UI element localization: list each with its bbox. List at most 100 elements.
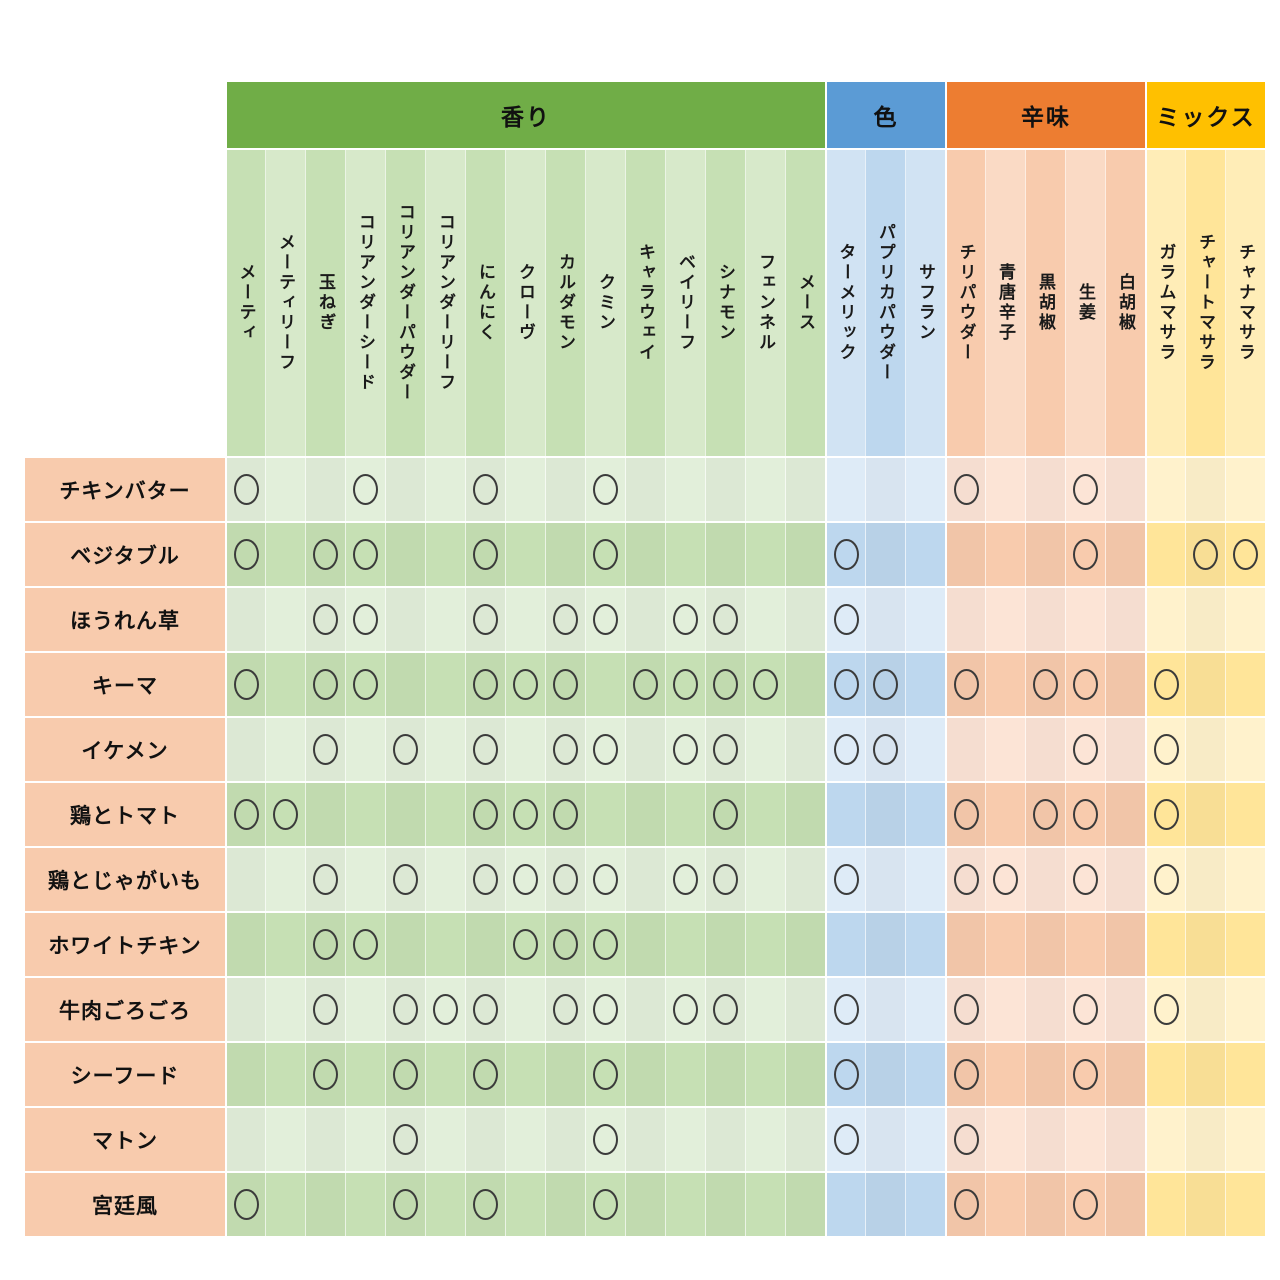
grid-cell (665, 978, 705, 1041)
grid-cell (425, 523, 465, 586)
grid-cell (465, 1173, 505, 1236)
grid-cell (1025, 978, 1065, 1041)
row-label: シーフード (25, 1043, 225, 1106)
column-header-label: クローヴ (516, 263, 535, 343)
grid-cell (585, 1043, 625, 1106)
grid-cell (385, 913, 425, 976)
circle-mark (313, 734, 338, 765)
grid-cell (545, 653, 585, 716)
row-label: マトン (25, 1108, 225, 1171)
grid-cell (585, 653, 625, 716)
grid-cell (265, 458, 305, 521)
grid-cell (465, 523, 505, 586)
grid-cell (1185, 978, 1225, 1041)
grid-cell (585, 588, 625, 651)
column-header-label: チャートマサラ (1196, 233, 1215, 373)
grid-cell (1065, 783, 1105, 846)
grid-cell (425, 913, 465, 976)
grid-cell (945, 458, 985, 521)
circle-mark (1073, 994, 1098, 1025)
grid-cell (265, 653, 305, 716)
circle-mark (993, 864, 1018, 895)
column-header: チャートマサラ (1185, 150, 1225, 456)
grid-cell (985, 913, 1025, 976)
grid-cell (625, 653, 665, 716)
circle-mark (593, 539, 618, 570)
circle-mark (673, 604, 698, 635)
circle-mark (593, 1059, 618, 1090)
grid-cell (305, 978, 345, 1041)
circle-mark (353, 669, 378, 700)
grid-cell (1025, 588, 1065, 651)
grid-cell (1065, 653, 1105, 716)
circle-mark (593, 734, 618, 765)
column-header-label: メーティ (236, 263, 256, 343)
circle-mark (233, 474, 259, 505)
circle-mark (553, 604, 578, 635)
grid-cell (1225, 458, 1265, 521)
column-header: キャラウェイ (625, 150, 665, 456)
circle-mark (953, 864, 979, 895)
circle-mark (513, 669, 538, 700)
grid-cell (225, 978, 265, 1041)
grid-cell (825, 978, 865, 1041)
grid-cell (345, 1043, 385, 1106)
grid-cell (265, 523, 305, 586)
group-header-heat: 辛味 (945, 82, 1145, 148)
grid-cell (1185, 913, 1225, 976)
grid-cell (945, 523, 985, 586)
grid-cell (905, 653, 945, 716)
row-label: キーマ (25, 653, 225, 716)
grid-cell (1065, 523, 1105, 586)
grid-cell (865, 718, 905, 781)
grid-cell (1225, 588, 1265, 651)
grid-cell (945, 1043, 985, 1106)
circle-mark (833, 1059, 859, 1090)
grid-cell (625, 783, 665, 846)
grid-cell (585, 783, 625, 846)
column-header-label: シナモン (716, 263, 735, 343)
column-header: 黒胡椒 (1025, 150, 1065, 456)
grid-cell (465, 978, 505, 1041)
circle-mark (873, 669, 898, 700)
circle-mark (1073, 799, 1098, 830)
grid-cell (785, 588, 825, 651)
circle-mark (953, 1124, 979, 1155)
circle-mark (473, 669, 498, 700)
grid-cell (785, 783, 825, 846)
grid-cell (625, 588, 665, 651)
grid-cell (425, 783, 465, 846)
circle-mark (233, 539, 259, 570)
column-header-label: キャラウェイ (636, 243, 655, 363)
circle-mark (953, 669, 979, 700)
row-label: イケメン (25, 718, 225, 781)
circle-mark (953, 994, 979, 1025)
circle-mark (353, 929, 378, 960)
grid-cell (465, 718, 505, 781)
grid-cell (545, 783, 585, 846)
column-header: コリアンダーパウダー (385, 150, 425, 456)
grid-cell (385, 458, 425, 521)
circle-mark (1233, 539, 1258, 570)
circle-mark (353, 604, 378, 635)
column-header: サフラン (905, 150, 945, 456)
grid-cell (225, 1043, 265, 1106)
grid-cell (465, 913, 505, 976)
grid-cell (1225, 1043, 1265, 1106)
grid-cell (905, 588, 945, 651)
grid-cell (345, 978, 385, 1041)
grid-cell (1105, 1108, 1145, 1171)
grid-cell (1065, 848, 1105, 911)
grid-cell (745, 1173, 785, 1236)
grid-cell (745, 913, 785, 976)
circle-mark (273, 799, 298, 830)
circle-mark (593, 1189, 618, 1220)
grid-cell (785, 848, 825, 911)
circle-mark (553, 799, 578, 830)
grid-cell (1185, 1173, 1225, 1236)
circle-mark (473, 734, 498, 765)
circle-mark (313, 539, 338, 570)
grid-cell (305, 848, 345, 911)
circle-mark (713, 994, 738, 1025)
circle-mark (1073, 669, 1098, 700)
